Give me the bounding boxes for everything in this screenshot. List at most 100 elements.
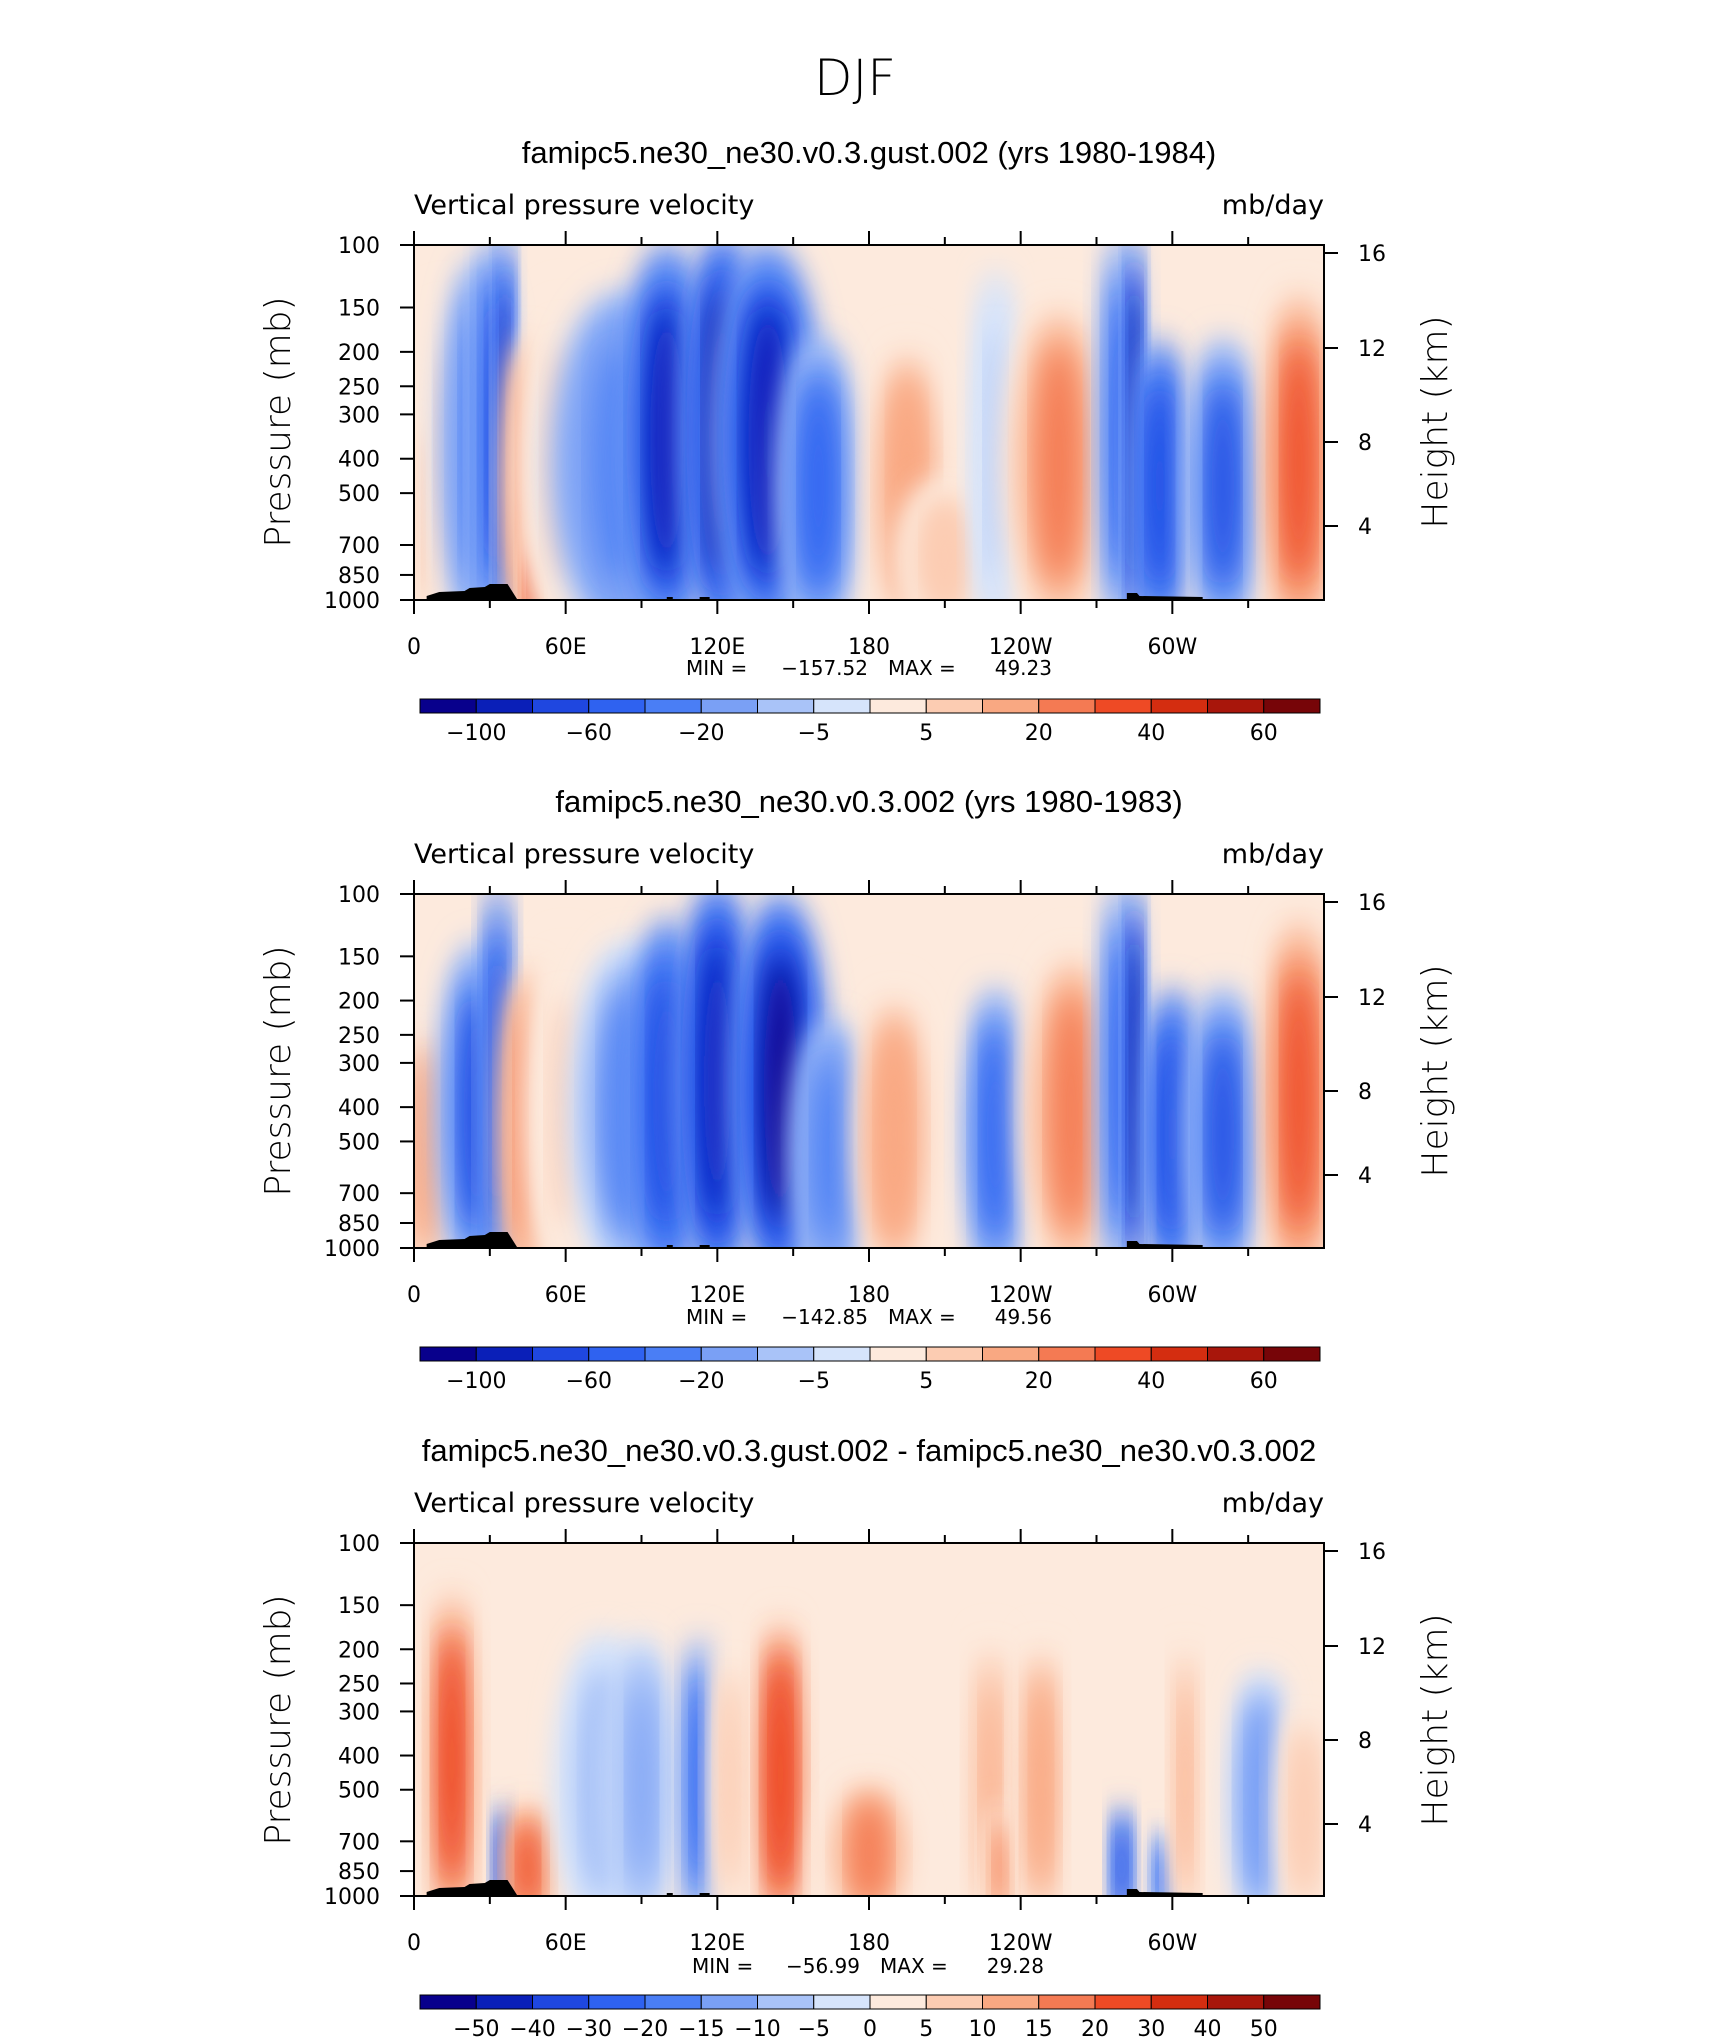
topography-sumatra: [666, 597, 673, 600]
colorbar-label: 40: [1194, 2017, 1222, 2038]
y-axis-label: Pressure (mb): [258, 945, 299, 1196]
colorbar-swatch: [1207, 1346, 1265, 1362]
colorbar-label: −5: [798, 721, 830, 746]
panel-title: famipc5.ne30_ne30.v0.3.gust.002 (yrs 198…: [522, 135, 1217, 170]
topography-south-america: [1126, 1889, 1203, 1896]
colorbar-swatch: [419, 1994, 477, 2010]
colorbar-swatch: [1150, 1346, 1208, 1362]
y-axis-label: Pressure (mb): [258, 1594, 299, 1845]
colorbar-swatch: [1038, 698, 1096, 714]
units-label: mb/day: [1222, 190, 1324, 221]
colorbar-swatch: [869, 698, 927, 714]
colorbar-swatch: [813, 1994, 871, 2010]
min-label: MIN =: [686, 656, 747, 680]
max-value: 29.28: [987, 1954, 1044, 1978]
panel-title: famipc5.ne30_ne30.v0.3.gust.002 - famipc…: [422, 1433, 1317, 1468]
contour-shade: [692, 1683, 707, 1882]
x-tick-label: 0: [407, 1931, 421, 1956]
colorbar-label: −20: [622, 2017, 668, 2038]
contour-shade: [1179, 1683, 1191, 1882]
plot-axes: 0 60E 120E 180 120W 60W 100 150 200 250 300 400 500 7…: [324, 231, 1386, 660]
colorbar-label: 30: [1137, 2017, 1165, 2038]
colorbar-label: −5: [798, 1369, 830, 1394]
colorbar-label: −100: [446, 1369, 506, 1394]
y2-tick-label: 4: [1358, 515, 1372, 540]
contour-shade: [1210, 386, 1236, 586]
colorbar-label: −50: [453, 2017, 499, 2038]
contour-shade: [1286, 979, 1312, 1224]
colorbar-swatch: [982, 1346, 1040, 1362]
y2-tick-label: 16: [1358, 891, 1386, 916]
y2-tick-label: 8: [1358, 431, 1372, 456]
panel-1: famipc5.ne30_ne30.v0.3.gust.002 (yrs 198…: [258, 135, 1456, 746]
colorbar-swatch: [1094, 1346, 1152, 1362]
contour-shade: [703, 945, 732, 1217]
colorbar-swatch: [588, 1346, 646, 1362]
colorbar-swatch: [925, 1994, 983, 2010]
y-tick-label: 250: [338, 375, 380, 400]
y-tick-label: 700: [338, 1182, 380, 1207]
max-label: MAX =: [888, 1305, 956, 1329]
colorbar-swatch: [813, 698, 871, 714]
y2-tick-label: 16: [1358, 1540, 1386, 1565]
contour-shade: [652, 979, 681, 1224]
topography-africa: [426, 584, 518, 600]
x-tick-label: 0: [407, 1283, 421, 1308]
colorbar-swatch: [757, 1346, 815, 1362]
panel-3: famipc5.ne30_ne30.v0.3.gust.002 - famipc…: [258, 1433, 1456, 2038]
figure-title: DJF: [814, 49, 896, 107]
colorbar-swatch: [1094, 1994, 1152, 2010]
contour-field: [414, 894, 1324, 1248]
colorbar-swatch: [644, 1346, 702, 1362]
topography-borneo: [699, 1893, 710, 1896]
colorbar-swatch: [869, 1994, 927, 2010]
colorbar-swatch: [982, 698, 1040, 714]
contour-shade: [763, 957, 798, 1220]
colorbar-swatch: [1263, 1346, 1321, 1362]
y-tick-label: 150: [338, 297, 380, 322]
colorbar-swatch: [757, 1994, 815, 2010]
contour-shade: [723, 1683, 737, 1882]
colorbar-swatch: [475, 1994, 533, 2010]
colorbar-swatch: [1094, 698, 1152, 714]
colorbar-swatch: [700, 698, 758, 714]
contour-shade: [519, 1826, 537, 1896]
contour-field: [414, 245, 1324, 600]
colorbar-label: 5: [919, 1369, 933, 1394]
colorbar-label: 60: [1250, 721, 1278, 746]
colorbar-swatch: [869, 1346, 927, 1362]
variable-label: Vertical pressure velocity: [414, 839, 754, 870]
colorbar-swatch: [588, 1994, 646, 2010]
colorbar-swatch: [1150, 1994, 1208, 2010]
colorbar-swatch: [419, 1346, 477, 1362]
colorbar-label: 40: [1137, 721, 1165, 746]
colorbar-label: 20: [1025, 1369, 1053, 1394]
colorbar-swatch: [1207, 698, 1265, 714]
y-tick-label: 300: [338, 403, 380, 428]
x-tick-label: 180: [848, 1283, 890, 1308]
colorbar-swatch: [925, 1346, 983, 1362]
contour-shade: [772, 1670, 789, 1880]
variable-label: Vertical pressure velocity: [414, 190, 754, 221]
units-label: mb/day: [1222, 839, 1324, 870]
y2-axis-label: Height (km): [1415, 315, 1456, 528]
colorbar-swatch: [925, 698, 983, 714]
colorbar-swatch: [475, 1346, 533, 1362]
max-label: MAX =: [880, 1954, 948, 1978]
y-tick-label: 400: [338, 1096, 380, 1121]
colorbar-label: 5: [919, 721, 933, 746]
contour-shade: [1210, 1035, 1236, 1234]
variable-label: Vertical pressure velocity: [414, 1488, 754, 1519]
max-label: MAX =: [888, 656, 956, 680]
colorbar-swatch: [532, 1994, 590, 2010]
colorbar-swatch: [532, 698, 590, 714]
x-tick-label: 60W: [1147, 1931, 1197, 1956]
y-tick-label: 1000: [324, 1885, 380, 1910]
topography-south-america: [1126, 593, 1203, 600]
y2-axis-label: Height (km): [1415, 1613, 1456, 1826]
colorbar-swatch: [532, 1346, 590, 1362]
topography-borneo: [699, 1245, 710, 1248]
contour-shade: [928, 505, 962, 600]
colorbar-swatch: [1263, 698, 1321, 714]
